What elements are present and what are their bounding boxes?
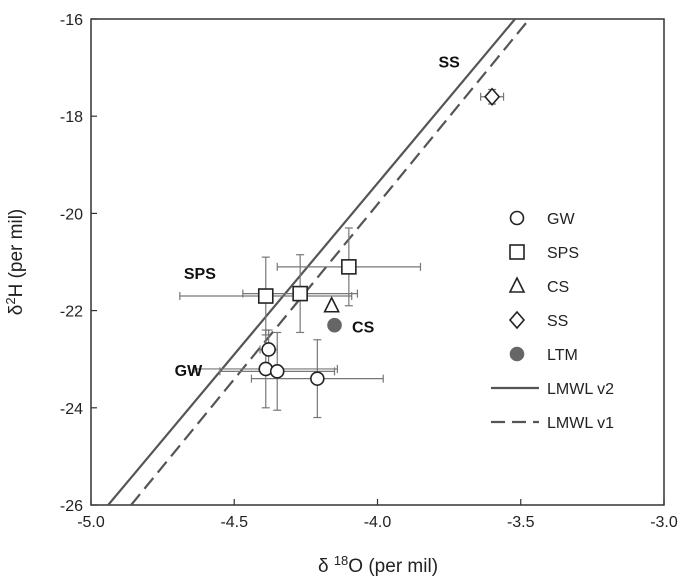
x-tick-label: -4.0 [364, 514, 392, 531]
data-point-ss [484, 87, 501, 106]
legend-label-lmwl-v1: LMWL v1 [547, 415, 614, 432]
annotation-gw: GW [175, 363, 203, 380]
legend-marker-cs [508, 276, 526, 293]
x-tick-label: -3.5 [507, 514, 535, 531]
legend-marker-gw [509, 210, 525, 226]
plot-border [90, 18, 665, 506]
lmwl-line-lmwl-v2 [107, 19, 516, 505]
annotation-ss: SS [438, 55, 460, 72]
data-point-gw [310, 371, 325, 386]
legend-marker-ss [508, 310, 526, 330]
data-point-ltm [327, 317, 342, 333]
annotation-cs: CS [352, 319, 375, 336]
legend-label-sps: SPS [547, 245, 579, 262]
lmwl-line-lmwl-v1 [130, 19, 531, 505]
data-point-sps [292, 285, 308, 302]
axis-ticks: -5.0 -4.5 -4.0 -3.5 -3.0 -16 -18 -20 -22 -24 -26 [60, 12, 678, 531]
plot-frame [90, 18, 665, 506]
y-axis-title: δ2H (per mil) [3, 209, 28, 315]
legend-label-ltm: LTM [547, 347, 578, 364]
lmwl-lines [107, 19, 531, 505]
point-group-labels: SS SPS CS GW [175, 55, 460, 381]
data-markers [257, 87, 501, 386]
legend-label-lmwl-v2: LMWL v2 [547, 381, 614, 398]
x-tick-label: -3.0 [650, 514, 678, 531]
legend-label-gw: GW [547, 211, 575, 228]
legend-label-cs: CS [547, 279, 569, 296]
y-tick-label: -16 [60, 12, 83, 29]
y-tick-label: -18 [60, 109, 83, 126]
x-axis-title: δ 18O (per mil) [318, 553, 438, 577]
y-tick-label: -24 [60, 401, 83, 418]
x-tick-label: -5.0 [77, 514, 105, 531]
data-point-sps [257, 288, 274, 304]
data-point-cs [323, 295, 340, 313]
legend-label-ss: SS [547, 313, 568, 330]
y-tick-label: -20 [60, 206, 83, 223]
annotation-sps: SPS [184, 266, 216, 283]
data-point-sps [341, 259, 357, 275]
legend-marker-sps [509, 244, 525, 260]
y-tick-label: -22 [60, 304, 83, 321]
legend-marker-ltm [509, 346, 525, 362]
data-point-gw [269, 364, 285, 379]
x-tick-label: -4.5 [220, 514, 248, 531]
legend: GW SPS CS SS LTM LMWL v2 LMWL v1 [491, 210, 614, 432]
error-bars [179, 88, 505, 419]
y-tick-label: -26 [60, 498, 83, 515]
data-point-gw [261, 342, 276, 357]
